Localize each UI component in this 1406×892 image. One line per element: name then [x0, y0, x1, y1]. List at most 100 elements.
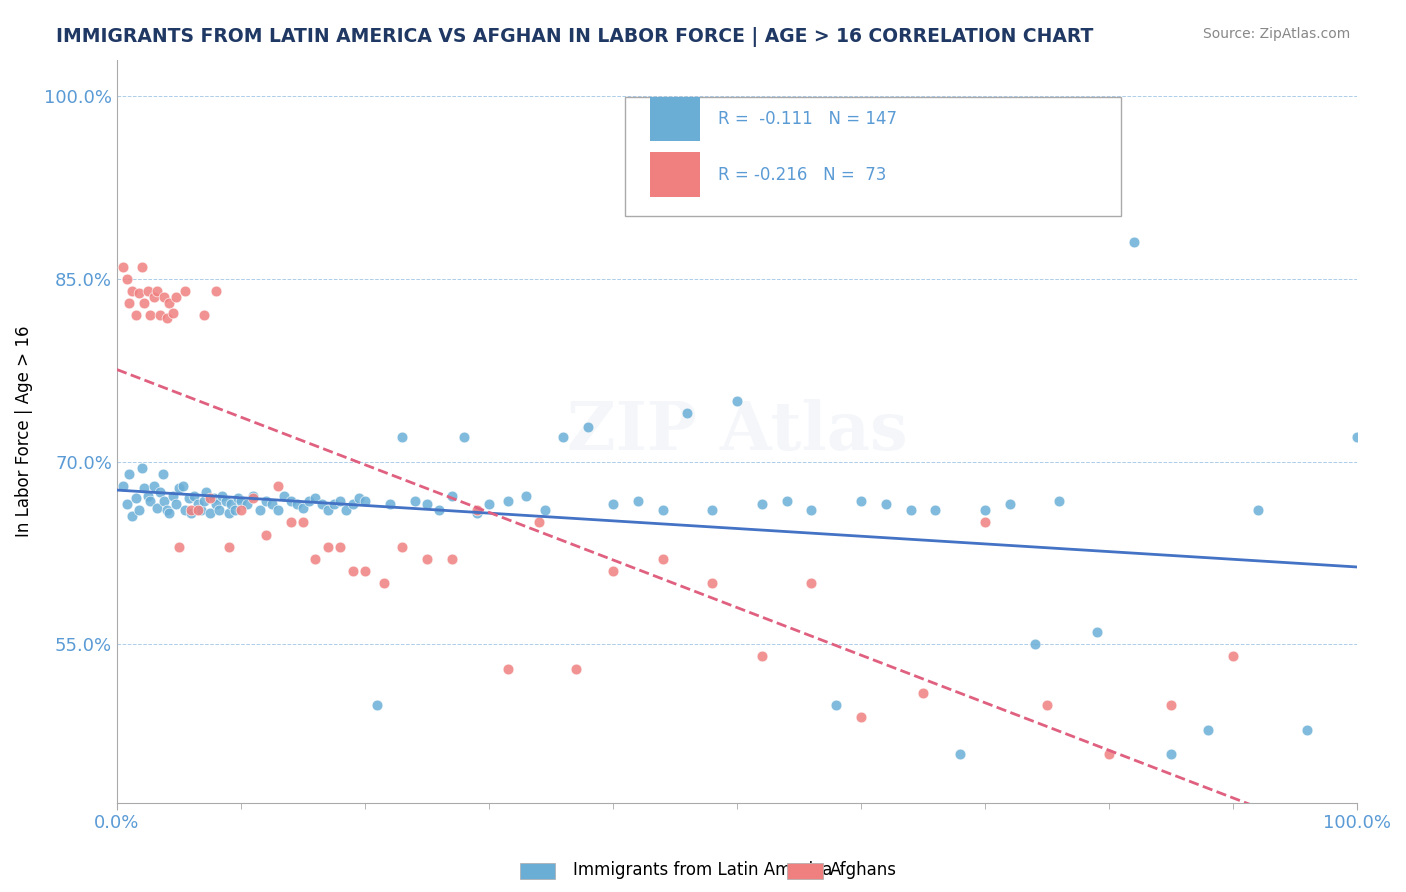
Point: [465, 506, 488, 520]
Point: [124, 309, 146, 323]
Point: [1247, 503, 1270, 517]
Point: [211, 489, 233, 503]
Point: [725, 393, 748, 408]
Text: Immigrants from Latin America: Immigrants from Latin America: [574, 861, 832, 879]
Point: [174, 284, 197, 298]
Point: [354, 564, 377, 578]
Point: [373, 576, 395, 591]
Point: [800, 576, 823, 591]
Point: [218, 540, 240, 554]
Point: [329, 493, 352, 508]
Point: [219, 497, 242, 511]
Point: [249, 503, 271, 517]
Point: [229, 503, 252, 517]
Point: [153, 493, 176, 508]
Point: [416, 552, 439, 566]
Point: [775, 493, 797, 508]
Point: [1197, 723, 1219, 737]
Point: [167, 540, 190, 554]
Point: [187, 497, 209, 511]
Point: [139, 309, 162, 323]
Point: [1160, 747, 1182, 761]
Point: [849, 710, 872, 724]
Point: [121, 284, 143, 298]
Point: [316, 540, 339, 554]
Point: [280, 516, 302, 530]
Point: [202, 491, 225, 505]
FancyBboxPatch shape: [650, 96, 700, 141]
Point: [1346, 430, 1368, 444]
Point: [177, 491, 200, 505]
Point: [347, 491, 370, 505]
Text: R = -0.216   N =  73: R = -0.216 N = 73: [718, 166, 887, 184]
Point: [183, 489, 205, 503]
Point: [149, 309, 172, 323]
Point: [440, 489, 463, 503]
Point: [1098, 747, 1121, 761]
Point: [924, 503, 946, 517]
Point: [751, 497, 773, 511]
Point: [128, 503, 150, 517]
Point: [254, 527, 277, 541]
Point: [267, 479, 290, 493]
Point: [143, 479, 166, 493]
Point: [702, 503, 724, 517]
Point: [478, 497, 501, 511]
Point: [134, 296, 156, 310]
Point: [465, 503, 488, 517]
Point: [121, 509, 143, 524]
Point: [404, 493, 426, 508]
Point: [267, 503, 290, 517]
Point: [131, 460, 153, 475]
Point: [172, 479, 194, 493]
Y-axis label: In Labor Force | Age > 16: In Labor Force | Age > 16: [15, 326, 32, 537]
Point: [112, 260, 135, 274]
Point: [291, 500, 314, 515]
Point: [391, 430, 413, 444]
Point: [354, 493, 377, 508]
Point: [291, 516, 314, 530]
Point: [190, 503, 212, 517]
Point: [112, 479, 135, 493]
Point: [128, 286, 150, 301]
Point: [242, 491, 264, 505]
Point: [298, 493, 321, 508]
Point: [218, 506, 240, 520]
Point: [224, 503, 246, 517]
Point: [316, 503, 339, 517]
Point: [198, 506, 221, 520]
Point: [515, 489, 537, 503]
Point: [323, 497, 346, 511]
Point: [229, 493, 252, 508]
Point: [702, 576, 724, 591]
Point: [440, 552, 463, 566]
Point: [311, 497, 333, 511]
Point: [155, 503, 177, 517]
Point: [849, 493, 872, 508]
Point: [260, 497, 283, 511]
Point: [136, 489, 159, 503]
Point: [215, 493, 238, 508]
Point: [115, 272, 138, 286]
Point: [180, 506, 202, 520]
Point: [1047, 493, 1070, 508]
Point: [496, 493, 519, 508]
Point: [576, 420, 599, 434]
Point: [453, 430, 475, 444]
Point: [1122, 235, 1144, 250]
Point: [198, 491, 221, 505]
Point: [124, 491, 146, 505]
Point: [273, 489, 295, 503]
Point: [911, 686, 934, 700]
Point: [1024, 637, 1046, 651]
Point: [118, 296, 141, 310]
Point: [242, 489, 264, 503]
Point: [254, 493, 277, 508]
Point: [285, 497, 308, 511]
Point: [974, 503, 997, 517]
Point: [195, 485, 218, 500]
FancyBboxPatch shape: [626, 96, 1122, 216]
Point: [143, 290, 166, 304]
Point: [193, 493, 215, 508]
Point: [149, 485, 172, 500]
